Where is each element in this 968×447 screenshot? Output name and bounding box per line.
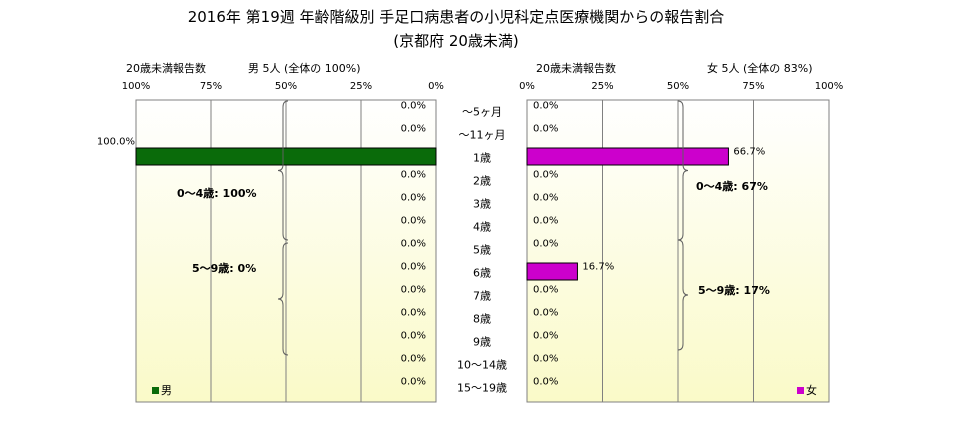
female-tick-label: 0%	[519, 81, 535, 92]
male-data-label: 0.0%	[401, 216, 426, 227]
category-label: 8歳	[473, 313, 491, 326]
chart-title: 2016年 第19週 年齢階級別 手足口病患者の小児科定点医療機関からの報告割合	[188, 8, 725, 26]
female-data-label: 0.0%	[533, 170, 558, 181]
female-legend-label: 女	[806, 383, 817, 397]
category-label: 10～14歳	[457, 359, 507, 372]
category-label: 3歳	[473, 198, 491, 211]
male-tick-label: 25%	[350, 81, 372, 92]
chart-subtitle: (京都府 20歳未満)	[393, 32, 519, 50]
female-tick-label: 75%	[742, 81, 764, 92]
female-data-label: 66.7%	[733, 147, 765, 158]
female-data-label: 0.0%	[533, 354, 558, 365]
female-group-label-0-4: 0～4歳: 67%	[696, 179, 768, 193]
female-data-label: 0.0%	[533, 193, 558, 204]
male-data-label: 0.0%	[401, 193, 426, 204]
female-bracket-5-9	[677, 239, 689, 351]
female-group-label-5-9: 5～9歳: 17%	[698, 283, 770, 297]
male-data-label: 0.0%	[401, 262, 426, 273]
left-header-label: 20歳未満報告数	[126, 62, 206, 75]
female-data-label: 0.0%	[533, 124, 558, 135]
female-tick-label: 25%	[591, 81, 613, 92]
male-bracket-5-9	[277, 242, 289, 356]
female-data-label: 16.7%	[582, 262, 614, 273]
female-bracket-0-4	[677, 100, 689, 241]
male-data-label: 0.0%	[401, 285, 426, 296]
male-bracket-0-4	[277, 100, 289, 241]
male-panel: 100% 75% 50% 25% 0%0.0%0.0%100.0%0.0%0.0%0.0…	[97, 81, 444, 403]
female-data-label: 0.0%	[533, 377, 558, 388]
male-data-label: 100.0%	[97, 137, 135, 148]
female-legend-swatch	[797, 387, 804, 394]
right-header-info: 女 5人 (全体の 83%)	[707, 61, 813, 75]
male-data-label: 0.0%	[401, 331, 426, 342]
male-legend-label: 男	[161, 384, 172, 397]
category-label: ～11ヶ月	[459, 129, 506, 142]
category-label: 2歳	[473, 175, 491, 188]
female-data-label: 0.0%	[533, 101, 558, 112]
category-label: 7歳	[473, 290, 491, 303]
male-data-label: 0.0%	[401, 101, 426, 112]
female-tick-label: 100%	[815, 81, 844, 92]
male-data-label: 0.0%	[401, 239, 426, 250]
male-data-label: 0.0%	[401, 124, 426, 135]
female-data-label: 0.0%	[533, 216, 558, 227]
female-tick-label: 50%	[667, 81, 689, 92]
female-data-label: 0.0%	[533, 308, 558, 319]
category-label: 15～19歳	[457, 382, 507, 395]
male-group-label-5-9: 5～9歳: 0%	[192, 261, 256, 275]
female-data-label: 0.0%	[533, 239, 558, 250]
category-label: 4歳	[473, 221, 491, 234]
category-label: 1歳	[473, 152, 491, 165]
female-panel: 0% 25% 50% 75% 100% 0.0% 0.0% 66.7% 0.0% 0.0% 0.0%…	[519, 81, 844, 403]
male-tick-label: 100%	[122, 81, 151, 92]
male-tick-label: 50%	[275, 81, 297, 92]
female-bar	[526, 262, 578, 281]
male-data-label: 0.0%	[401, 308, 426, 319]
male-data-label: 0.0%	[401, 377, 426, 388]
male-group-label-0-4: 0～4歳: 100%	[177, 186, 257, 200]
male-data-label: 0.0%	[401, 354, 426, 365]
female-data-label: 0.0%	[533, 331, 558, 342]
category-label: 6歳	[473, 267, 491, 280]
male-tick-label: 75%	[200, 81, 222, 92]
male-legend-swatch	[152, 387, 159, 394]
male-bar	[135, 147, 437, 166]
male-data-label: 0.0%	[401, 170, 426, 181]
left-header-info: 男 5人 (全体の 100%)	[248, 61, 361, 75]
right-header-label: 20歳未満報告数	[536, 62, 616, 75]
category-label: ～5ヶ月	[462, 106, 502, 119]
male-tick-label: 0%	[428, 81, 444, 92]
female-data-label: 0.0%	[533, 285, 558, 296]
female-bar	[526, 147, 729, 166]
category-labels: ～5ヶ月 ～11ヶ月 1歳 2歳 3歳 4歳 5歳 6歳 7歳 8歳 9歳 10～14歳 15～19歳	[457, 106, 507, 395]
category-label: 9歳	[473, 336, 491, 349]
category-label: 5歳	[473, 244, 491, 257]
